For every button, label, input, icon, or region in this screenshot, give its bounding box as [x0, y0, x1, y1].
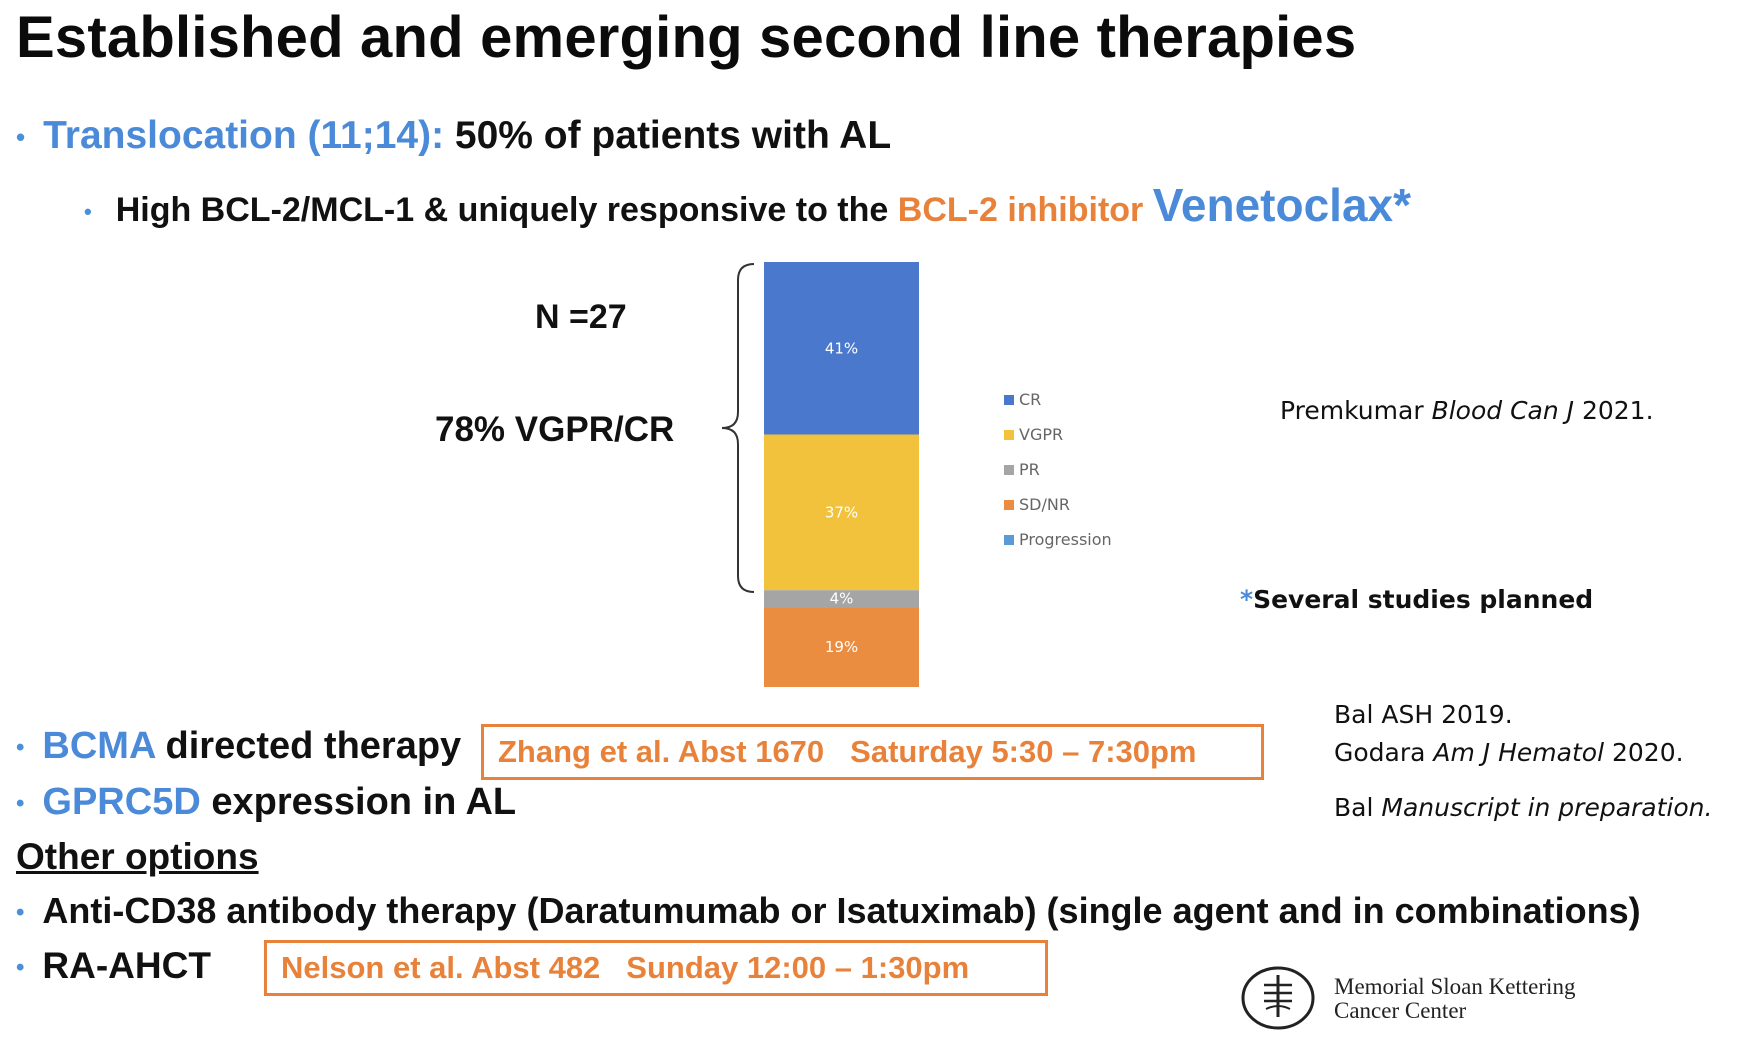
bullet-dot: • — [16, 899, 25, 927]
legend-item-pr: PR — [1004, 460, 1040, 479]
citation-premkumar: Premkumar Blood Can J 2021. — [1280, 396, 1654, 425]
citation-bal-manuscript: Bal Manuscript in preparation. — [1334, 793, 1712, 822]
bar-segment-vgpr — [764, 434, 919, 591]
asterisk: * — [1240, 585, 1254, 614]
legend-label: SD/NR — [1019, 495, 1070, 514]
cd38-text: Anti-CD38 antibody therapy (Daratumumab … — [42, 890, 1641, 931]
legend-swatch — [1004, 534, 1014, 545]
bullet-dot: • — [16, 789, 25, 817]
data-label-cr: 41% — [825, 339, 858, 357]
bar-segment-sd-nr — [764, 607, 919, 687]
bullet-dot: • — [16, 733, 25, 761]
venetoclax-label: Venetoclax* — [1152, 179, 1412, 231]
stacked-bar-chart: 41% 37% 4% 19% — [764, 262, 919, 687]
bcma-label: BCMA — [42, 725, 155, 767]
citation-godara: Godara Am J Hematol 2020. — [1334, 738, 1684, 767]
legend-label: Progression — [1019, 530, 1112, 549]
legend-item-progression: Progression — [1004, 530, 1112, 549]
gprc5d-text: expression in AL — [200, 781, 517, 823]
response-rate-label: 78% VGPR/CR — [435, 410, 675, 449]
citation-author: Godara — [1334, 738, 1434, 767]
bullet-dot: • — [16, 954, 25, 982]
abstract-ref: Nelson et al. Abst 482 — [281, 950, 601, 985]
data-label-sd-nr: 19% — [825, 638, 858, 656]
bullet-bcma: • BCMA directed therapy — [16, 725, 461, 768]
legend-item-cr: CR — [1004, 390, 1041, 409]
bullet-dot: • — [84, 199, 92, 225]
institution-line1: Memorial Sloan Kettering — [1334, 974, 1576, 999]
translocation-label: Translocation (11;14): — [43, 114, 445, 157]
n-label: N =27 — [535, 298, 627, 336]
institution-line2: Cancer Center — [1334, 998, 1467, 1023]
citation-author: Premkumar — [1280, 396, 1432, 425]
citation-journal: Blood Can J — [1431, 396, 1575, 425]
abstract-time: Sunday 12:00 – 1:30pm — [626, 950, 970, 985]
citation-year: 2020. — [1604, 738, 1684, 767]
ahct-text: RA-AHCT — [42, 945, 211, 986]
several-studies-text: Several studies planned — [1253, 585, 1594, 614]
several-studies-note: *Several studies planned — [1240, 585, 1593, 614]
bar-segment-cr — [764, 262, 919, 435]
bullet-dot: • — [16, 122, 26, 153]
legend-swatch — [1004, 464, 1014, 475]
institution-name: Memorial Sloan Kettering Cancer Center — [1334, 975, 1575, 1023]
curly-brace-icon — [721, 263, 755, 593]
gprc5d-label: GPRC5D — [42, 781, 201, 823]
data-label-vgpr: 37% — [825, 503, 858, 521]
abstract-ref: Zhang et al. Abst 1670 — [498, 734, 825, 769]
data-label-pr: 4% — [830, 590, 854, 608]
ahct-abstract-box: Nelson et al. Abst 482 Sunday 12:00 – 1:3… — [264, 940, 1048, 996]
bcma-text: directed therapy — [154, 725, 462, 767]
abstract-time: Saturday 5:30 – 7:30pm — [850, 734, 1197, 769]
legend-swatch — [1004, 499, 1014, 510]
bullet-translocation: • Translocation (11;14): 50% of patients … — [16, 114, 891, 158]
legend-swatch — [1004, 394, 1014, 405]
citation-year: 2021. — [1574, 396, 1654, 425]
bcl2-inhibitor-label: BCL-2 inhibitor — [897, 191, 1144, 229]
bullet-ahct: • RA-AHCT — [16, 945, 211, 987]
bullet-gprc5d: • GPRC5D expression in AL — [16, 781, 516, 824]
bcma-abstract-box: Zhang et al. Abst 1670 Saturday 5:30 – 7:… — [481, 724, 1264, 780]
legend-label: PR — [1019, 460, 1040, 479]
citation-journal: Am J Hematol — [1433, 738, 1605, 767]
legend-label: VGPR — [1019, 425, 1064, 444]
msk-logo-icon — [1241, 966, 1315, 1030]
bullet-cd38: • Anti-CD38 antibody therapy (Daratumumab… — [16, 890, 1641, 932]
slide-title: Established and emerging second line the… — [16, 5, 1357, 70]
legend-item-sd-nr: SD/NR — [1004, 495, 1070, 514]
citation-author: Bal — [1334, 793, 1382, 822]
other-options-heading: Other options — [16, 836, 259, 877]
bcl2-text: High BCL-2/MCL-1 & uniquely responsive t… — [115, 191, 898, 229]
bar-segment-pr — [764, 590, 919, 608]
citation-bal: Bal ASH 2019. — [1334, 700, 1513, 729]
bullet-bcl2: • High BCL-2/MCL-1 & uniquely responsive … — [84, 178, 1411, 232]
legend-label: CR — [1019, 390, 1042, 409]
citation-note: Manuscript in preparation. — [1381, 793, 1713, 822]
translocation-text: 50% of patients with AL — [444, 114, 892, 157]
legend-item-vgpr: VGPR — [1004, 425, 1063, 444]
legend-swatch — [1004, 429, 1014, 440]
